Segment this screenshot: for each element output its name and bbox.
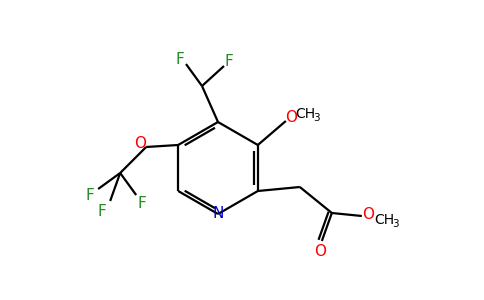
Text: CH: CH xyxy=(374,213,394,227)
Text: F: F xyxy=(225,53,233,68)
Text: F: F xyxy=(98,203,106,218)
Text: F: F xyxy=(138,196,147,211)
Text: O: O xyxy=(362,206,374,221)
Text: 3: 3 xyxy=(393,219,399,229)
Text: O: O xyxy=(285,110,297,125)
Text: N: N xyxy=(212,206,224,221)
Text: O: O xyxy=(314,244,326,259)
Text: 3: 3 xyxy=(314,113,320,123)
Text: O: O xyxy=(134,136,146,151)
Text: CH: CH xyxy=(295,107,315,121)
Text: F: F xyxy=(86,188,94,203)
Text: F: F xyxy=(176,52,184,67)
